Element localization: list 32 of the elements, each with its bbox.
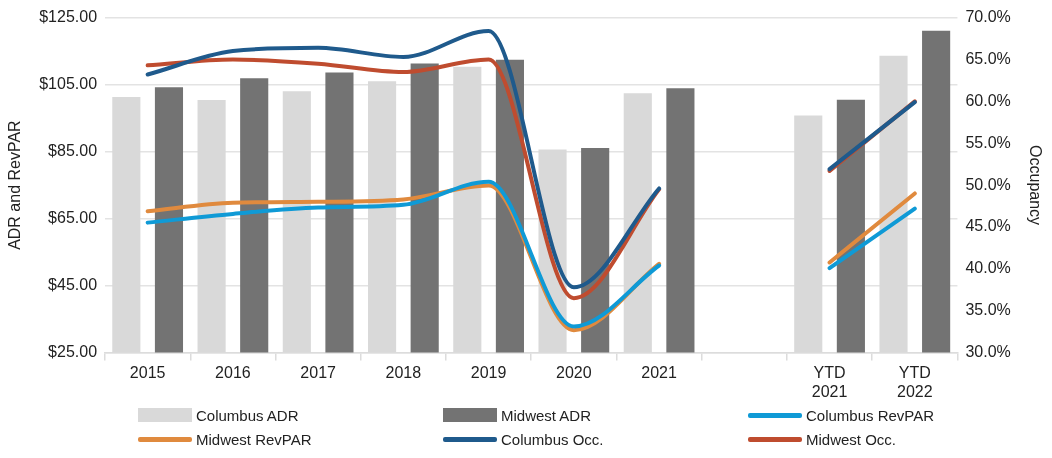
- y2-tick-label: 60.0%: [965, 91, 1011, 109]
- x-tick-label: 2020: [556, 363, 592, 381]
- y-tick-label: $105.00: [39, 75, 98, 93]
- y-tick-label: $85.00: [48, 142, 98, 160]
- x-tick-label: 2017: [300, 363, 337, 381]
- x-tick-label: YTD 2022: [897, 363, 933, 400]
- y2-tick-label: 65.0%: [965, 49, 1011, 67]
- legend-label: Columbus Occ.: [501, 430, 604, 448]
- y-tick-label: $25.00: [48, 343, 98, 361]
- legend-label: Columbus ADR: [196, 406, 299, 424]
- legend-label: Midwest RevPAR: [196, 430, 312, 448]
- y2-tick-label: 35.0%: [965, 301, 1011, 319]
- x-tick-label: 2016: [215, 363, 251, 381]
- legend-label: Midwest Occ.: [806, 430, 897, 448]
- y2-tick-label: 30.0%: [965, 343, 1011, 361]
- y-tick-label: $65.00: [48, 209, 98, 227]
- x-tick-label: 2021: [641, 363, 677, 381]
- y2-tick-label: 50.0%: [965, 175, 1011, 193]
- x-tick-label: 2019: [470, 363, 507, 381]
- y2-tick-label: 55.0%: [965, 133, 1011, 151]
- y-axis-title: ADR and RevPAR: [6, 120, 24, 250]
- y-tick-label: $45.00: [48, 276, 98, 294]
- x-tick-label: YTD 2021: [811, 363, 848, 400]
- x-tick-label: 2015: [129, 363, 166, 381]
- y2-tick-label: 40.0%: [965, 259, 1011, 277]
- y2-axis-title: Occupancy: [1026, 145, 1044, 226]
- y2-tick-label: 45.0%: [965, 217, 1011, 235]
- y-tick-label: $125.00: [39, 8, 98, 26]
- y2-tick-label: 70.0%: [965, 8, 1011, 26]
- x-tick-label: 2018: [385, 363, 422, 381]
- legend-label: Midwest ADR: [501, 406, 592, 424]
- legend-label: Columbus RevPAR: [806, 406, 935, 424]
